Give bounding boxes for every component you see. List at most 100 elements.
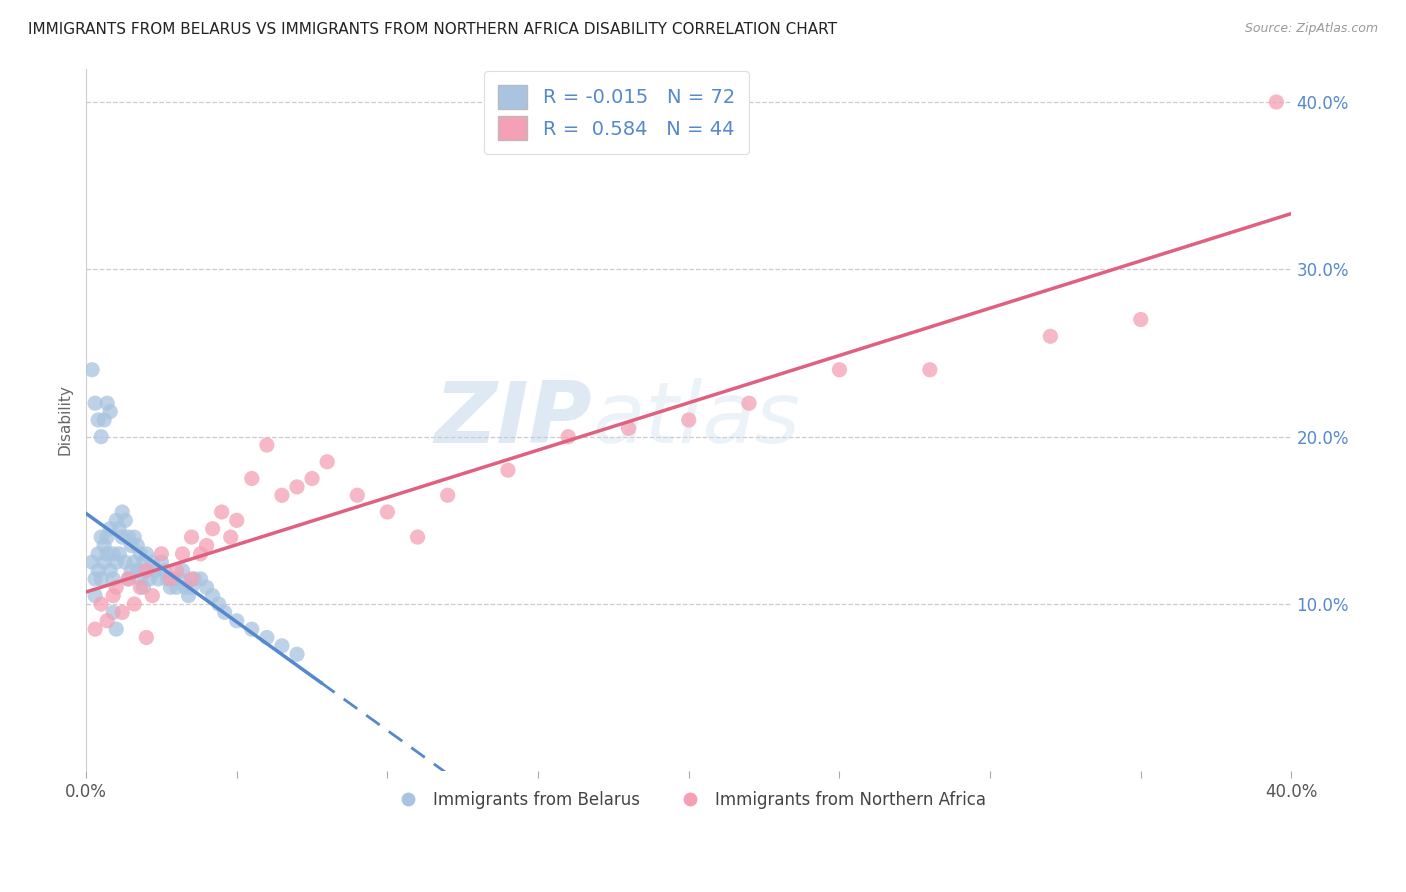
Point: [87, 547, 110, 561]
Point: [211, 505, 233, 519]
Point: [285, 647, 308, 661]
Text: ZIP: ZIP: [434, 378, 592, 461]
Text: Source: ZipAtlas.com: Source: ZipAtlas.com: [1244, 22, 1378, 36]
Point: [172, 547, 194, 561]
Point: [219, 530, 242, 544]
Point: [90, 530, 112, 544]
Legend: Immigrants from Belarus, Immigrants from Northern Africa: Immigrants from Belarus, Immigrants from…: [385, 784, 993, 816]
Point: [201, 522, 224, 536]
Point: [174, 580, 197, 594]
Point: [180, 580, 202, 594]
Point: [129, 547, 152, 561]
Point: [195, 539, 218, 553]
Point: [84, 396, 107, 410]
Point: [84, 572, 107, 586]
Point: [828, 363, 851, 377]
Point: [124, 555, 146, 569]
Point: [436, 488, 458, 502]
Point: [316, 455, 339, 469]
Point: [90, 597, 112, 611]
Point: [111, 530, 134, 544]
Y-axis label: Disability: Disability: [58, 384, 72, 456]
Point: [214, 606, 236, 620]
Point: [93, 413, 115, 427]
Point: [129, 580, 152, 594]
Point: [201, 589, 224, 603]
Point: [90, 572, 112, 586]
Point: [96, 614, 118, 628]
Point: [90, 430, 112, 444]
Point: [135, 631, 157, 645]
Point: [148, 572, 170, 586]
Point: [190, 547, 212, 561]
Point: [117, 530, 139, 544]
Text: IMMIGRANTS FROM BELARUS VS IMMIGRANTS FROM NORTHERN AFRICA DISABILITY CORRELATIO: IMMIGRANTS FROM BELARUS VS IMMIGRANTS FR…: [28, 22, 837, 37]
Point: [496, 463, 519, 477]
Point: [105, 555, 128, 569]
Text: atlas: atlas: [592, 378, 800, 461]
Point: [103, 572, 125, 586]
Point: [301, 471, 323, 485]
Point: [135, 564, 157, 578]
Point: [172, 564, 194, 578]
Point: [156, 572, 179, 586]
Point: [105, 580, 128, 594]
Point: [111, 606, 134, 620]
Point: [150, 555, 173, 569]
Point: [256, 438, 278, 452]
Point: [103, 589, 125, 603]
Point: [96, 530, 118, 544]
Point: [153, 564, 176, 578]
Point: [180, 572, 202, 586]
Point: [129, 572, 152, 586]
Point: [132, 555, 155, 569]
Point: [108, 522, 131, 536]
Point: [346, 488, 368, 502]
Point: [166, 580, 188, 594]
Point: [82, 363, 104, 377]
Point: [114, 513, 136, 527]
Point: [103, 606, 125, 620]
Point: [105, 513, 128, 527]
Point: [87, 413, 110, 427]
Point: [208, 597, 231, 611]
Point: [557, 430, 579, 444]
Point: [127, 564, 149, 578]
Point: [617, 421, 640, 435]
Point: [240, 471, 263, 485]
Point: [1039, 329, 1062, 343]
Point: [87, 564, 110, 578]
Point: [82, 555, 104, 569]
Point: [124, 597, 146, 611]
Point: [169, 572, 191, 586]
Point: [159, 572, 181, 586]
Point: [240, 622, 263, 636]
Point: [124, 530, 146, 544]
Point: [190, 572, 212, 586]
Point: [103, 547, 125, 561]
Point: [117, 572, 139, 586]
Point: [105, 622, 128, 636]
Point: [177, 589, 200, 603]
Point: [98, 522, 121, 536]
Point: [135, 547, 157, 561]
Point: [141, 589, 163, 603]
Point: [93, 539, 115, 553]
Point: [84, 589, 107, 603]
Point: [377, 505, 399, 519]
Point: [183, 572, 205, 586]
Point: [678, 413, 700, 427]
Point: [141, 555, 163, 569]
Point: [135, 564, 157, 578]
Point: [108, 547, 131, 561]
Point: [159, 580, 181, 594]
Point: [166, 564, 188, 578]
Point: [285, 480, 308, 494]
Point: [120, 564, 142, 578]
Point: [98, 404, 121, 418]
Point: [150, 547, 173, 561]
Point: [271, 488, 294, 502]
Point: [114, 555, 136, 569]
Point: [96, 396, 118, 410]
Point: [96, 547, 118, 561]
